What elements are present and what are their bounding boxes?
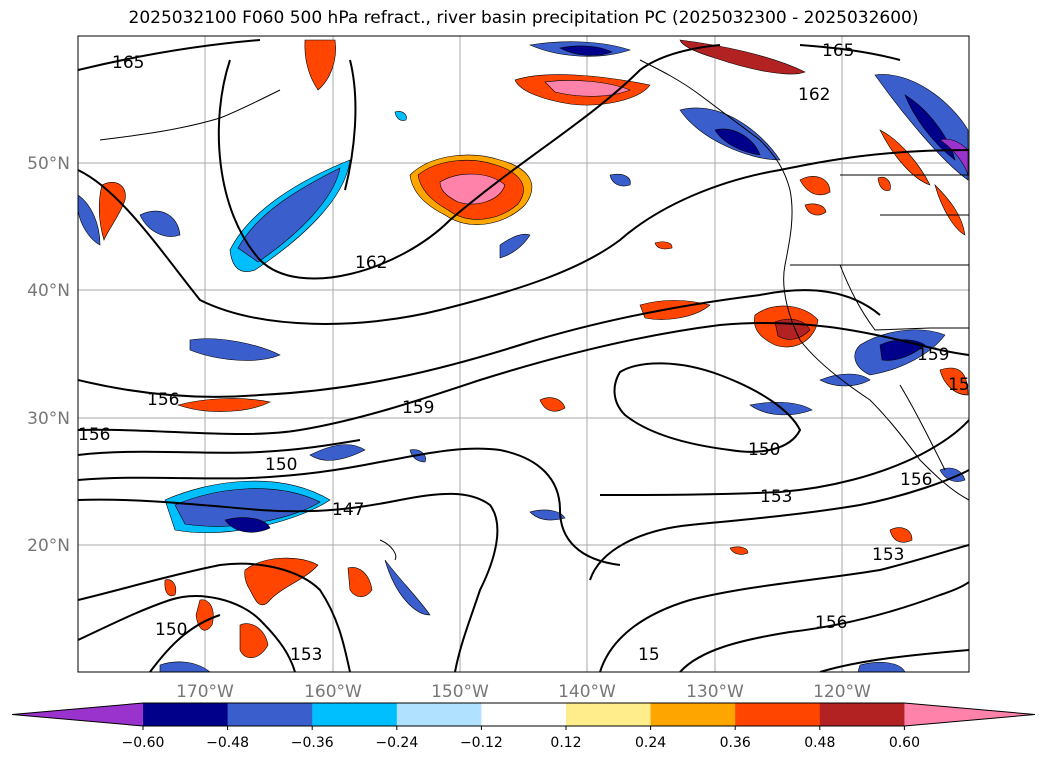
colorbar-segment bbox=[650, 703, 736, 726]
colorbar-tick-label: −0.36 bbox=[291, 735, 334, 751]
colorbar-tick-label: −0.24 bbox=[375, 735, 418, 751]
colorbar-segment bbox=[735, 703, 821, 726]
lat-label: 40°N bbox=[27, 281, 70, 301]
colorbar-tick-label: 0.48 bbox=[804, 735, 835, 751]
colorbar-segment bbox=[312, 703, 398, 726]
lat-label: 30°N bbox=[27, 409, 70, 429]
contour-label: 156 bbox=[815, 613, 847, 633]
contour-label: 153 bbox=[872, 545, 904, 565]
contour-label: 150 bbox=[265, 455, 297, 475]
precipitation-fields bbox=[78, 39, 969, 672]
lon-label: 130°W bbox=[686, 682, 744, 702]
colorbar-tick-label: 0.24 bbox=[635, 735, 666, 751]
colorbar-segment bbox=[481, 703, 567, 726]
colorbar-tick-label: −0.48 bbox=[206, 735, 249, 751]
colorbar-tick-label: 0.36 bbox=[720, 735, 751, 751]
contour-label: 156 bbox=[900, 470, 932, 490]
colorbar-segment bbox=[227, 703, 313, 726]
lon-label: 140°W bbox=[558, 682, 616, 702]
colorbar-tick-label: −0.60 bbox=[122, 735, 165, 751]
contour-label: 150 bbox=[748, 440, 780, 460]
contour-label: 159 bbox=[917, 345, 949, 365]
colorbar-tick-label: 0.60 bbox=[889, 735, 920, 751]
contour-label: 156 bbox=[147, 390, 179, 410]
lon-label: 170°W bbox=[176, 682, 234, 702]
map-title: 2025032100 F060 500 hPa refract., river … bbox=[128, 8, 919, 28]
colorbar-segment bbox=[396, 703, 482, 726]
lon-label: 120°W bbox=[813, 682, 871, 702]
contour-label: 159 bbox=[402, 398, 434, 418]
contour-label: 153 bbox=[760, 487, 792, 507]
contour-label: 165 bbox=[822, 41, 854, 61]
height-contours bbox=[78, 39, 969, 672]
colorbar-segment bbox=[819, 703, 905, 726]
colorbar-segment bbox=[566, 703, 652, 726]
map-panel: 165 165 162 162 159 159 156 156 156 156 … bbox=[77, 35, 970, 673]
contour-label: 150 bbox=[155, 620, 187, 640]
latitude-labels: 50°N 40°N 30°N 20°N bbox=[27, 154, 70, 556]
contour-label: 165 bbox=[112, 53, 144, 73]
colorbar-extend-high bbox=[904, 703, 1035, 726]
contour-label: 156 bbox=[78, 425, 110, 445]
colorbar-segment bbox=[143, 703, 229, 726]
contour-label: 162 bbox=[355, 253, 387, 273]
contour-label: 153 bbox=[290, 645, 322, 665]
colorbar-tick-label: −0.12 bbox=[460, 735, 503, 751]
colorbar-extend-low bbox=[12, 703, 143, 726]
contour-label: 147 bbox=[332, 500, 364, 520]
lat-label: 20°N bbox=[27, 536, 70, 556]
coastlines bbox=[99, 59, 969, 561]
colorbar-tick-label: 0.12 bbox=[550, 735, 581, 751]
colorbar: −0.60 −0.48 −0.36 −0.24 −0.12 0.12 0.24 0.36 0.4… bbox=[11, 702, 1036, 751]
longitude-labels: 170°W 160°W 150°W 140°W 130°W 120°W bbox=[176, 682, 871, 702]
lat-label: 50°N bbox=[27, 154, 70, 174]
contour-label: 15 bbox=[638, 645, 660, 665]
lon-label: 150°W bbox=[431, 682, 489, 702]
contour-labels: 165 165 162 162 159 159 156 156 156 156 … bbox=[78, 41, 970, 665]
contour-label: 162 bbox=[798, 85, 830, 105]
contour-label: 15 bbox=[948, 375, 970, 395]
lon-label: 160°W bbox=[304, 682, 362, 702]
map-border bbox=[77, 35, 970, 673]
